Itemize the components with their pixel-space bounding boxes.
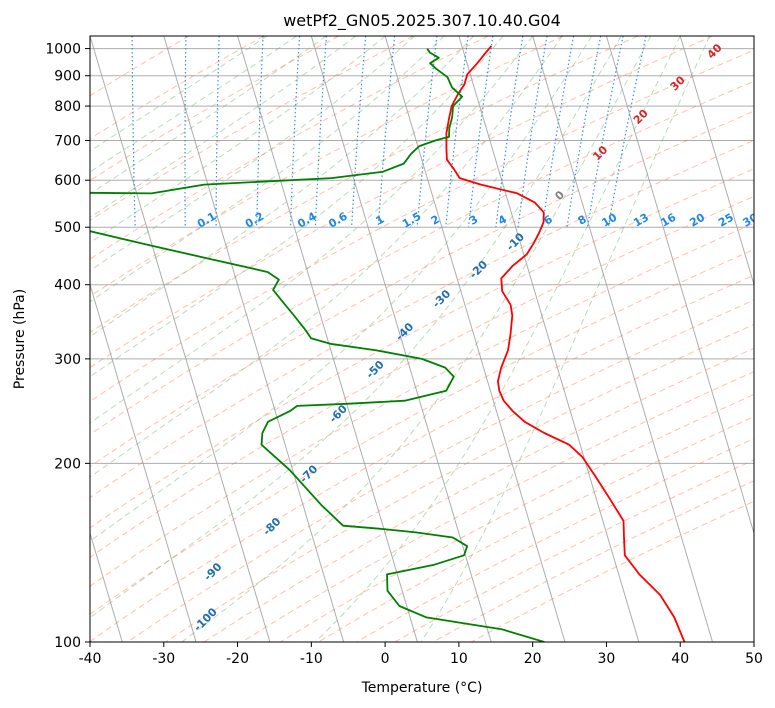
mixing-ratio-line bbox=[587, 36, 624, 228]
mixing-ratio-lines bbox=[131, 36, 647, 228]
moist-adiabat-line bbox=[420, 36, 711, 642]
dry-adiabat-line bbox=[90, 49, 754, 403]
dry-adiabat-line bbox=[90, 36, 190, 97]
dry-adiabat-line bbox=[90, 222, 754, 587]
isotherm-line bbox=[90, 531, 123, 642]
y-tick-label: 200 bbox=[54, 456, 81, 472]
dry-adiabat-line bbox=[90, 110, 754, 468]
isotherm-line bbox=[532, 36, 713, 642]
isotherm-line bbox=[90, 36, 271, 642]
x-tick-label: 10 bbox=[450, 651, 468, 667]
moist-adiabat-line bbox=[90, 36, 415, 272]
y-axis-label: Pressure (hPa) bbox=[12, 289, 28, 389]
dry-adiabat-line bbox=[90, 36, 489, 260]
moist-adiabat-line bbox=[90, 36, 563, 478]
x-tick-label: 50 bbox=[745, 651, 763, 667]
dry-adiabat-line bbox=[90, 139, 754, 499]
mixing-ratio-line bbox=[495, 36, 524, 228]
dry-adiabat-line bbox=[90, 36, 265, 140]
y-tick-label: 300 bbox=[54, 352, 81, 368]
profile-series bbox=[90, 45, 686, 642]
x-tick-label: 30 bbox=[598, 651, 616, 667]
x-tick-label: -10 bbox=[300, 651, 323, 667]
y-tick-label: 500 bbox=[54, 220, 81, 236]
moist-adiabat-line bbox=[90, 36, 593, 542]
mixing-ratio-line bbox=[607, 36, 647, 228]
y-tick-label: 700 bbox=[54, 133, 81, 149]
y-tick-label: 900 bbox=[54, 69, 81, 85]
moist-adiabat-line bbox=[90, 36, 445, 303]
isotherms bbox=[90, 36, 754, 642]
y-tick-label: 800 bbox=[54, 99, 81, 115]
moist-adiabat-line bbox=[90, 36, 327, 195]
mixing-ratio-label: 30 bbox=[740, 211, 760, 230]
dry-adiabat-line bbox=[241, 371, 754, 642]
moist-adiabat-line bbox=[90, 36, 622, 619]
dry-adiabat-line bbox=[90, 168, 754, 529]
dry-adiabat-line bbox=[90, 36, 713, 369]
moist-adiabat-line bbox=[90, 36, 297, 173]
mixing-ratio-line bbox=[467, 36, 494, 228]
mixing-ratio-line bbox=[289, 36, 301, 228]
dry-adiabats bbox=[90, 36, 754, 642]
x-axis-ticks: -40 -30 -20 -10 0 10 20 30 40 50 bbox=[79, 642, 763, 667]
isotherm-line bbox=[458, 36, 640, 642]
isotherm-line bbox=[90, 282, 197, 642]
moist-adiabat-line bbox=[90, 36, 474, 338]
x-tick-label: -20 bbox=[226, 651, 249, 667]
temperature-profile-line bbox=[445, 45, 686, 642]
y-tick-label: 400 bbox=[54, 278, 81, 294]
mixing-ratio-line bbox=[445, 36, 469, 228]
mixing-ratio-line bbox=[416, 36, 438, 228]
y-axis-ticks: 100 200 300 400 500 600 700 800 900 1000 bbox=[45, 42, 90, 651]
isotherm-line bbox=[679, 36, 754, 287]
y-tick-label: 1000 bbox=[45, 42, 81, 58]
dry-adiabat-line bbox=[90, 80, 754, 436]
x-tick-label: 40 bbox=[671, 651, 689, 667]
isotherm-line bbox=[605, 36, 754, 535]
x-tick-label: 20 bbox=[524, 651, 542, 667]
dry-adiabat-line bbox=[90, 36, 414, 221]
x-tick-label: -30 bbox=[152, 651, 175, 667]
plot-area: -100-90-80-70-60-50-40-30-20-10010203040… bbox=[90, 36, 760, 642]
isotherm-line bbox=[384, 36, 566, 642]
isotherm-line bbox=[163, 36, 345, 642]
dewpoint-profile-line bbox=[90, 48, 545, 642]
dry-adiabat-line bbox=[90, 36, 639, 334]
dry-adiabat-line bbox=[90, 195, 754, 558]
pressure-gridlines bbox=[90, 48, 754, 642]
mixing-ratio-line bbox=[314, 36, 327, 228]
y-tick-label: 600 bbox=[54, 173, 81, 189]
dry-adiabat-line bbox=[127, 299, 754, 642]
dry-adiabat-line bbox=[90, 274, 754, 642]
isotherm-line bbox=[310, 36, 492, 642]
chart-title: wetPf2_GN05.2025.307.10.40.G04 bbox=[283, 11, 561, 31]
y-tick-label: 100 bbox=[54, 635, 81, 651]
moist-adiabat-line bbox=[90, 36, 356, 218]
moist-adiabat-line bbox=[90, 36, 534, 424]
mixing-ratio-line bbox=[351, 36, 367, 228]
x-axis-label: Temperature (°C) bbox=[361, 680, 483, 696]
x-tick-label: 0 bbox=[381, 651, 390, 667]
mixing-ratio-line bbox=[377, 36, 396, 228]
x-tick-label: -40 bbox=[79, 651, 102, 667]
isotherm-line bbox=[237, 36, 418, 642]
plot-frame bbox=[89, 35, 755, 643]
moist-adiabat-line bbox=[314, 36, 681, 642]
